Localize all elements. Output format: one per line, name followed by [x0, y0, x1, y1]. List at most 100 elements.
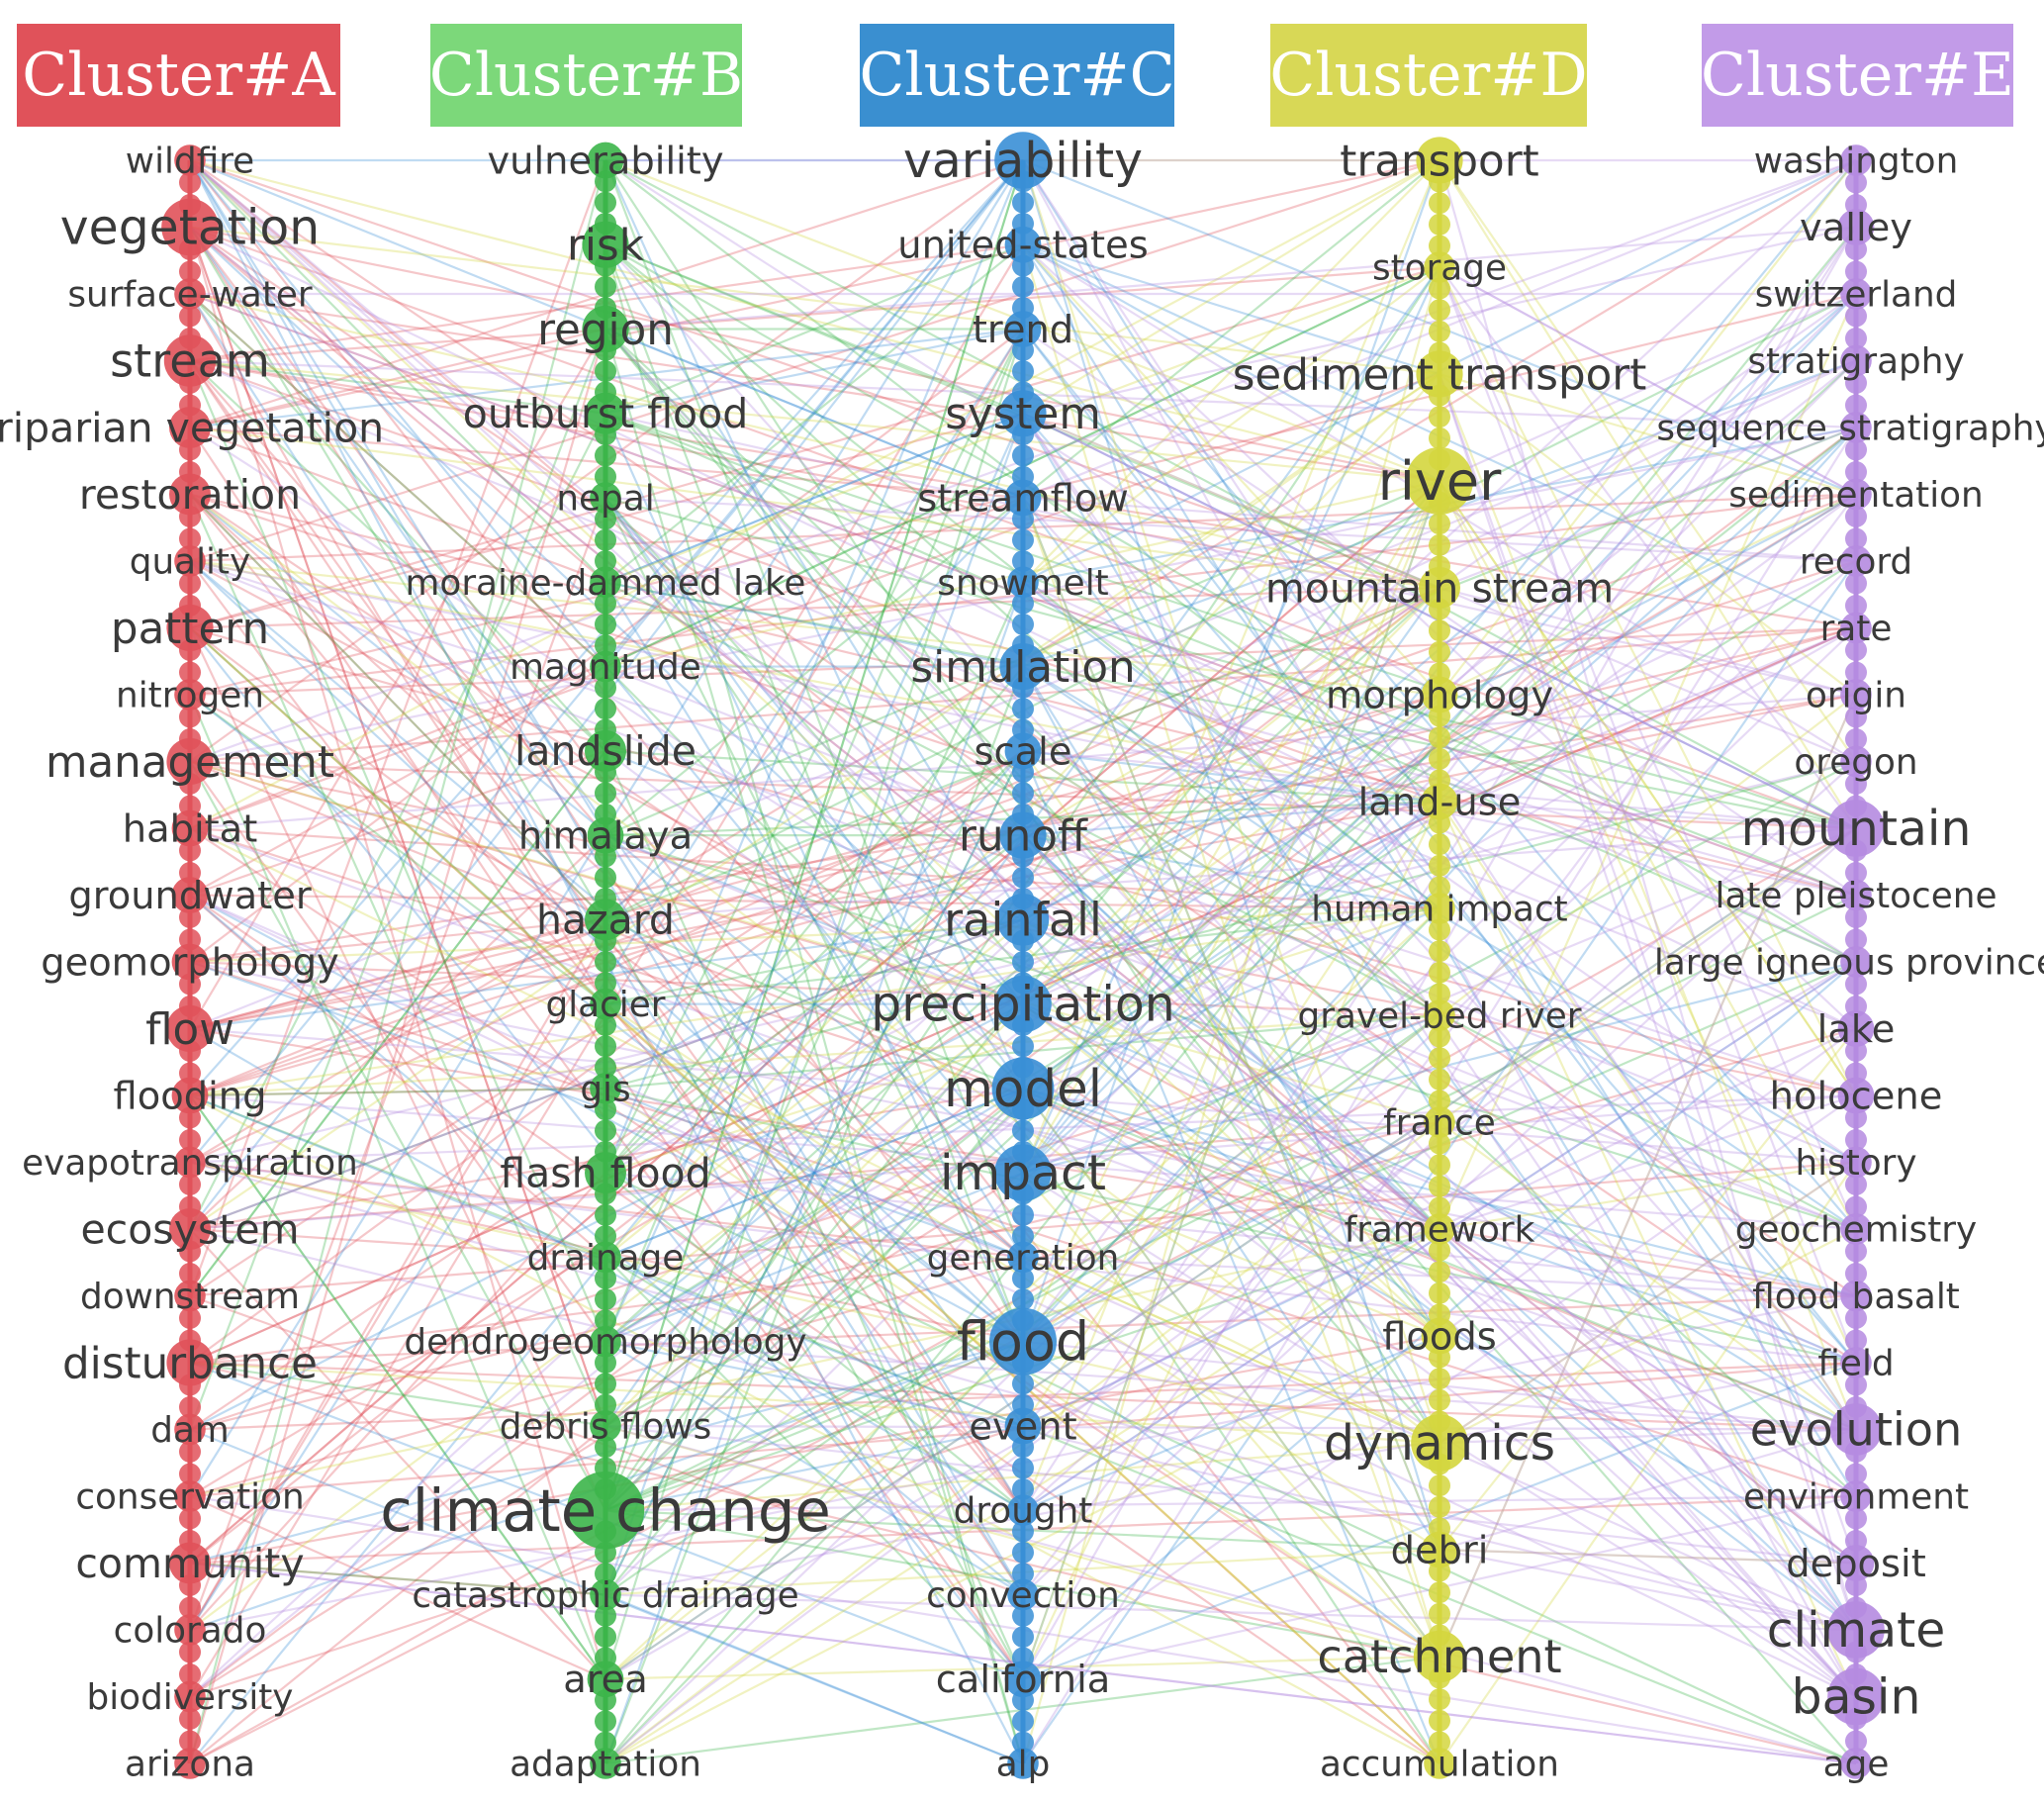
node-stream[interactable] [163, 334, 217, 387]
node-biodiversity[interactable] [174, 1680, 206, 1713]
node-climate[interactable] [1827, 1601, 1885, 1659]
node-event[interactable] [1004, 1407, 1042, 1445]
node-flood-basalt[interactable] [1840, 1280, 1872, 1312]
node-sedimentation[interactable] [1840, 478, 1872, 511]
node-outburst-flood[interactable] [585, 392, 626, 434]
node-arizona[interactable] [174, 1748, 206, 1779]
node-hazard[interactable] [585, 899, 626, 941]
node-nitrogen[interactable] [174, 679, 206, 711]
node-large-igneous-province[interactable] [1840, 946, 1872, 978]
node-dynamics[interactable] [1411, 1414, 1468, 1472]
node-vulnerability[interactable] [587, 142, 624, 179]
node-conservation[interactable] [174, 1480, 206, 1512]
node-switzerland[interactable] [1840, 278, 1872, 310]
node-precipitation[interactable] [994, 975, 1052, 1033]
node-rate[interactable] [1840, 612, 1872, 644]
node-himalaya[interactable] [587, 816, 624, 854]
node-land-use[interactable] [1421, 783, 1458, 820]
node-deposit[interactable] [1837, 1545, 1875, 1581]
node-field[interactable] [1840, 1347, 1872, 1378]
node-landslide[interactable] [585, 729, 626, 772]
node-management[interactable] [166, 737, 214, 786]
node-river[interactable] [1406, 447, 1473, 515]
node-washington[interactable] [1840, 144, 1872, 176]
node-convection[interactable] [1007, 1578, 1039, 1611]
node-flood[interactable] [989, 1307, 1057, 1376]
node-simulation[interactable] [999, 642, 1047, 691]
node-environment[interactable] [1840, 1480, 1872, 1512]
node-late-pleistocene[interactable] [1840, 879, 1872, 911]
node-surface-water[interactable] [174, 278, 206, 310]
node-human-impact[interactable] [1424, 893, 1455, 924]
node-debris-flows[interactable] [590, 1410, 621, 1442]
node-gravel-bed-river[interactable] [1424, 999, 1455, 1031]
node-trend[interactable] [1004, 311, 1042, 347]
node-stratigraphy[interactable] [1840, 344, 1872, 377]
node-debri[interactable] [1421, 1531, 1458, 1568]
node-habitat[interactable] [171, 809, 209, 847]
node-framework[interactable] [1424, 1213, 1455, 1245]
node-flash-flood[interactable] [585, 1152, 626, 1194]
node-geochemistry[interactable] [1840, 1213, 1872, 1245]
node-flow[interactable] [166, 1004, 214, 1053]
node-rainfall[interactable] [996, 894, 1050, 946]
node-sediment-transport[interactable] [1416, 350, 1463, 398]
node-colorado[interactable] [174, 1614, 206, 1646]
node-quality[interactable] [174, 545, 206, 577]
node-risk[interactable] [582, 221, 629, 268]
node-storage[interactable] [1424, 251, 1455, 283]
node-downstream[interactable] [174, 1280, 206, 1312]
node-dendrogeomorphology[interactable] [590, 1325, 621, 1358]
node-mountain-stream[interactable] [1419, 567, 1460, 609]
node-oregon[interactable] [1840, 745, 1872, 778]
node-catastrophic-drainage[interactable] [590, 1578, 621, 1611]
node-ecosystem[interactable] [169, 1208, 211, 1250]
node-riparian-vegetation[interactable] [169, 407, 211, 448]
node-history[interactable] [1840, 1146, 1872, 1179]
node-evolution[interactable] [1829, 1403, 1883, 1456]
node-basin[interactable] [1827, 1667, 1885, 1726]
node-gis[interactable] [590, 1073, 621, 1104]
node-valley[interactable] [1837, 209, 1875, 245]
node-accumulation[interactable] [1424, 1748, 1455, 1779]
node-age[interactable] [1840, 1748, 1872, 1779]
node-impact[interactable] [994, 1144, 1052, 1201]
node-magnitude[interactable] [590, 650, 621, 683]
node-united-states[interactable] [1004, 226, 1042, 263]
node-dam[interactable] [174, 1413, 206, 1446]
node-mountain[interactable] [1827, 800, 1885, 857]
node-pattern[interactable] [166, 604, 214, 652]
node-evapotranspiration[interactable] [174, 1146, 206, 1179]
node-groundwater[interactable] [171, 877, 209, 913]
node-glacier[interactable] [590, 988, 621, 1020]
node-model[interactable] [991, 1057, 1055, 1120]
node-wildfire[interactable] [174, 144, 206, 176]
node-variability[interactable] [994, 132, 1052, 189]
node-lake[interactable] [1837, 1010, 1875, 1047]
node-drainage[interactable] [590, 1241, 621, 1274]
node-system[interactable] [999, 390, 1047, 437]
node-generation[interactable] [1007, 1241, 1039, 1274]
node-runoff[interactable] [999, 811, 1047, 859]
node-france[interactable] [1424, 1106, 1455, 1138]
node-nepal[interactable] [590, 482, 621, 514]
node-transport[interactable] [1416, 137, 1463, 184]
node-holocene[interactable] [1837, 1077, 1875, 1114]
node-floods[interactable] [1421, 1317, 1458, 1355]
node-area[interactable] [587, 1661, 624, 1698]
node-morphology[interactable] [1421, 676, 1458, 713]
node-sequence-stratigraphy[interactable] [1840, 412, 1872, 443]
node-geomorphology[interactable] [171, 943, 209, 981]
node-flooding[interactable] [171, 1077, 209, 1114]
node-catchment[interactable] [1413, 1630, 1466, 1683]
node-california[interactable] [1004, 1661, 1042, 1698]
node-drought[interactable] [1007, 1494, 1039, 1527]
node-origin[interactable] [1840, 679, 1872, 711]
node-region[interactable] [582, 305, 629, 353]
node-adaptation[interactable] [590, 1748, 621, 1779]
node-moraine-dammed-lake[interactable] [590, 566, 621, 599]
node-community[interactable] [169, 1542, 211, 1584]
node-snowmelt[interactable] [1007, 566, 1039, 599]
node-alp[interactable] [1007, 1748, 1039, 1779]
node-climate-change[interactable] [566, 1472, 645, 1550]
